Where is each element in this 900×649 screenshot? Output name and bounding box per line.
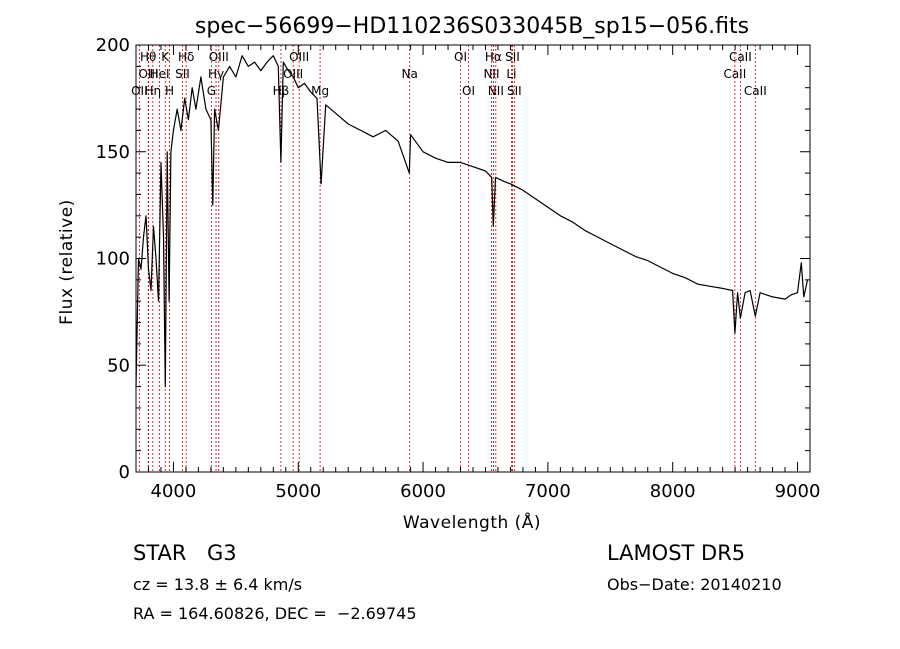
survey-name: LAMOST DR5 (607, 541, 746, 565)
object-class: STAR (133, 541, 187, 565)
observation-date: Obs−Date: 20140210 (607, 575, 782, 594)
spectral-line-label: OIII (138, 67, 158, 81)
spectral-line-markers (138, 45, 756, 472)
x-axis-label: Wavelength (Å) (403, 511, 541, 533)
x-tick-label: 9000 (775, 481, 821, 502)
spectral-line-label: Na (402, 67, 418, 81)
x-tick-label: 7000 (525, 481, 571, 502)
spectral-line-label: SII (505, 50, 520, 64)
spectral-line-label: SII (175, 67, 190, 81)
spectral-line-label: Hη (145, 84, 162, 98)
spectral-line-label: OIII (209, 50, 229, 64)
spectral-line-label: H (165, 84, 174, 98)
y-axis-label: Flux (relative) (57, 199, 77, 325)
y-axis-ticks: 0 50 100 150 200 (96, 35, 810, 483)
spectral-line-label: OIII (289, 50, 309, 64)
spectral-line-label: G (207, 84, 216, 98)
y-tick-label: 100 (96, 249, 130, 270)
spectral-line-labels: OIIHθOIIIHηHeIKHSIIHδGHγOIIIHβOIIIOIIIMg… (131, 50, 767, 98)
y-tick-label: 0 (119, 462, 130, 483)
spectral-line-label: SII (507, 84, 522, 98)
object-subclass: G3 (207, 541, 237, 565)
spectral-line-label: OI (462, 84, 475, 98)
coordinates-text: RA = 164.60826, DEC = −2.69745 (133, 604, 417, 623)
y-tick-label: 150 (96, 142, 130, 163)
x-axis-ticks: 4000 5000 6000 7000 8000 9000 (135, 45, 821, 502)
spectral-line-label: OII (131, 84, 148, 98)
chart-title: spec−56699−HD110236S033045B_sp15−056.fit… (195, 14, 749, 39)
spectral-line-label: NII (483, 67, 499, 81)
plot-frame (135, 44, 811, 473)
y-tick-label: 200 (96, 35, 130, 56)
spectral-line-label: HeI (150, 67, 170, 81)
spectral-line-label: OIII (283, 67, 303, 81)
x-tick-label: 8000 (650, 481, 696, 502)
spectral-line-label: Hα (485, 50, 502, 64)
spectral-line-label: OI (454, 50, 467, 64)
redshift-text: cz = 13.8 ± 6.4 km/s (133, 575, 303, 594)
x-tick-label: 4000 (151, 481, 197, 502)
y-tick-label: 50 (107, 355, 130, 376)
spectral-line-label: CaII (723, 67, 746, 81)
spectral-line-label: K (161, 50, 170, 64)
spectrum-line (135, 55, 809, 388)
spectral-line-label: Hδ (178, 50, 194, 64)
spectral-line-label: Mg (311, 84, 329, 98)
spectral-line-label: Li (506, 67, 516, 81)
x-tick-label: 5000 (275, 481, 321, 502)
x-tick-label: 6000 (400, 481, 446, 502)
spectral-line-label: NII (488, 84, 504, 98)
spectral-line-label: Hθ (140, 50, 156, 64)
spectral-line-label: CaII (744, 84, 767, 98)
spectral-line-label: Hγ (208, 67, 224, 81)
spectral-line-label: Hβ (273, 84, 290, 98)
spectral-line-label: CaII (729, 50, 752, 64)
